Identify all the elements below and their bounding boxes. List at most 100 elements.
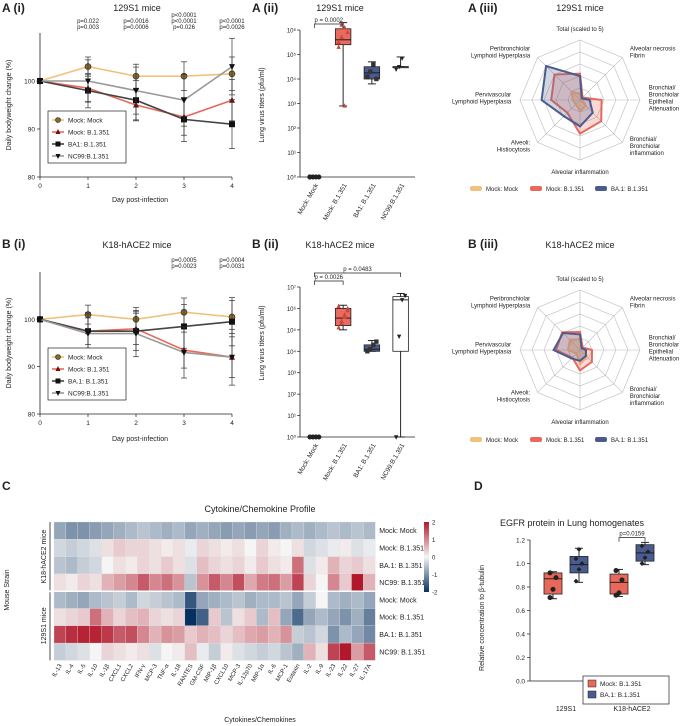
c-colorbar-tick-label: 0	[432, 556, 436, 562]
b3-axis-label: Lymphoid Hyperplasia	[452, 350, 512, 356]
a1-y-tick-label: 100	[24, 79, 35, 86]
a1-pvalue: p=0.003	[77, 25, 100, 31]
c-title: Cytokine/Chemokine Profile	[204, 504, 315, 514]
c-heatmap-cell	[339, 608, 352, 626]
a3-legend-label: Mock: B.1.351	[546, 187, 585, 193]
c-heatmap-cell	[351, 591, 364, 609]
c-strain-label: K18-hACE2 mice	[41, 530, 48, 584]
c-column-label: TNF-α	[157, 663, 171, 681]
d-y-tick-label: 0.8	[516, 585, 525, 592]
a2-data-point	[339, 22, 344, 27]
b3-axis-label: Alveoli:	[511, 390, 531, 396]
a1-pvalue: p<0.0001	[171, 13, 197, 19]
a1-pvalue: p<0.0001	[219, 19, 245, 25]
c-heatmap-cell	[327, 642, 340, 661]
a3-axis-label: Fibrin	[630, 54, 645, 60]
c-heatmap-cell	[65, 608, 78, 626]
c-heatmap-cell	[279, 556, 293, 575]
c-heatmap-cell	[256, 608, 269, 626]
c-heatmap-cell	[279, 521, 293, 540]
c-heatmap-cell	[101, 521, 114, 540]
a3-legend-swatch	[470, 186, 482, 191]
b2-y-tick-label: 10⁷	[287, 285, 296, 292]
c-heatmap-cell	[268, 591, 281, 609]
c-column-label: IL-10	[87, 663, 99, 678]
c-heatmap-cell	[244, 573, 257, 592]
b3-legend-label: Mock: B.1.351	[546, 438, 585, 444]
d-sig-bracket	[618, 537, 646, 542]
c-colorbar-tick-label: 2	[432, 521, 436, 527]
c-heatmap-cell	[172, 625, 186, 644]
b1-point	[181, 323, 187, 330]
a2-data-point	[336, 44, 341, 49]
b2-box	[334, 308, 352, 326]
c-column-label: MCP-3	[144, 663, 159, 683]
a1-legend-marker	[55, 154, 61, 159]
c-heatmap-cell	[315, 642, 328, 661]
c-heatmap-cell	[65, 591, 78, 609]
c-heatmap-cell	[53, 642, 67, 661]
c-heatmap-cell	[137, 642, 150, 661]
c-heatmap-cell	[339, 539, 352, 557]
c-heatmap-cell	[65, 556, 78, 575]
c-heatmap-cell	[113, 539, 126, 557]
b3-axis-label: Bronchial/	[649, 336, 676, 342]
c-heatmap-cell	[279, 573, 293, 592]
b2-ylabel: Lung virus titers (pfu/ml)	[259, 305, 266, 380]
c-heatmap-cell	[232, 556, 245, 575]
panel-label-a1: A (i)	[2, 1, 25, 15]
a3-title: 129S1 mice	[556, 3, 604, 13]
a1-pvalue: p=0.0016	[123, 19, 149, 25]
a1-point	[229, 121, 235, 128]
c-heatmap-cell	[89, 642, 102, 661]
panel-label-c: C	[2, 479, 11, 493]
b1-x-tick-label: 0	[38, 420, 42, 427]
b1-x-tick-label: 4	[230, 420, 234, 427]
a3-axis-label: Alveoli:	[511, 140, 531, 146]
c-heatmap-cell	[256, 573, 269, 592]
b1-title: K18-hACE2 mice	[102, 240, 171, 250]
c-heatmap-cell	[208, 608, 221, 626]
a2-data-point	[336, 39, 341, 44]
b1-pvalue: p=0.0023	[171, 264, 197, 270]
a3-legend-swatch	[595, 186, 607, 191]
c-heatmap-cell	[149, 539, 162, 557]
c-heatmap-cell	[196, 521, 209, 540]
b2-sig-bracket	[314, 280, 344, 285]
c-heatmap-cell	[184, 591, 197, 609]
c-heatmap-cell	[184, 573, 197, 592]
b1-point	[229, 318, 235, 325]
c-heatmap-cell	[77, 591, 90, 609]
b3-axis-label: Peribronchiolar	[490, 297, 530, 303]
c-heatmap-cell	[351, 625, 364, 644]
a1-pvalue: p=0.022	[77, 19, 100, 25]
a2-data-point	[393, 67, 399, 72]
c-heatmap-cell	[196, 625, 209, 644]
c-heatmap-cell	[279, 591, 293, 609]
c-column-label: IL-9	[315, 663, 326, 676]
c-heatmap-cell	[303, 556, 316, 575]
c-heatmap-cell	[220, 642, 233, 661]
b1-y-tick-label: 100	[24, 317, 35, 324]
c-heatmap-cell	[208, 556, 221, 575]
c-heatmap-cell	[172, 608, 186, 626]
b3-axis-label: Total (scaled to 5)	[556, 277, 603, 283]
c-heatmap-cell	[160, 625, 174, 644]
c-heatmap-cell	[77, 608, 90, 626]
c-heatmap-cell	[172, 521, 186, 540]
c-heatmap-cell	[137, 521, 150, 540]
b2-data-point	[393, 435, 399, 440]
c-heatmap-cell	[125, 608, 138, 626]
b2-data-point	[368, 346, 373, 352]
c-heatmap-cell	[149, 521, 162, 540]
c-heatmap-cell	[77, 539, 90, 557]
b2-y-tick-label: 10⁵	[287, 327, 297, 334]
c-heatmap-cell	[196, 591, 209, 609]
b2-sig-bracket	[314, 272, 401, 277]
c-heatmap-cell	[291, 608, 305, 626]
c-heatmap-cell	[315, 573, 328, 592]
a2-x-tick-label: BA1: B.1.351	[352, 182, 377, 219]
a2-data-point	[374, 76, 379, 82]
c-heatmap-cell	[279, 625, 293, 644]
a1-xlabel: Day post-infection	[112, 197, 168, 204]
